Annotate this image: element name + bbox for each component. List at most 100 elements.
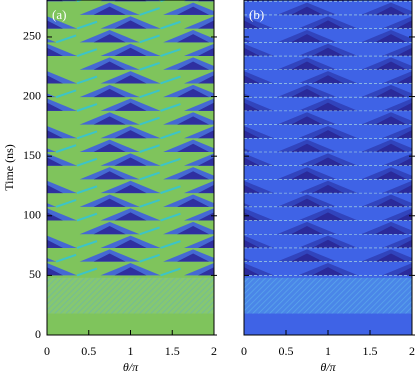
pattern-edge bbox=[76, 130, 98, 140]
pattern-edge bbox=[55, 253, 77, 263]
x-tick-label: 1.5 bbox=[363, 344, 378, 358]
heatmap-band bbox=[47, 277, 214, 314]
pattern-shape bbox=[177, 34, 210, 43]
y-tick-label: 150 bbox=[23, 148, 41, 162]
pattern-shape bbox=[198, 267, 214, 276]
pattern-shape bbox=[10, 199, 42, 207]
pattern-edge bbox=[160, 240, 181, 249]
pattern-shape bbox=[93, 34, 126, 43]
pattern-shape bbox=[244, 239, 260, 248]
pattern-shape bbox=[244, 184, 260, 194]
y-tick-label: 200 bbox=[23, 88, 41, 102]
pattern-shape bbox=[375, 116, 407, 125]
pattern-edge bbox=[223, 35, 243, 42]
pattern-shape bbox=[198, 47, 214, 57]
pattern-shape bbox=[198, 239, 214, 248]
y-tick-label: 0 bbox=[35, 327, 41, 341]
pattern-edge bbox=[223, 8, 243, 15]
pattern-edge bbox=[0, 214, 14, 221]
pattern-edge bbox=[139, 34, 160, 44]
pattern-shape bbox=[312, 184, 344, 194]
pattern-edge bbox=[76, 240, 98, 249]
y-tick-label: 50 bbox=[29, 267, 41, 281]
pattern-shape bbox=[198, 130, 214, 139]
pattern-shape bbox=[396, 130, 412, 139]
pattern-edge bbox=[139, 89, 160, 99]
pattern-shape bbox=[291, 226, 323, 235]
pattern-shape bbox=[312, 47, 344, 57]
pattern-shape bbox=[312, 75, 344, 84]
pattern-edge bbox=[76, 75, 98, 85]
pattern-shape bbox=[114, 130, 147, 139]
pattern-edge bbox=[76, 48, 98, 57]
pattern-shape bbox=[177, 171, 210, 180]
pattern-shape bbox=[244, 148, 253, 153]
pattern-shape bbox=[47, 257, 57, 262]
pattern-edge bbox=[139, 253, 160, 263]
pattern-shape bbox=[291, 198, 323, 207]
heatmap bbox=[244, 0, 412, 335]
pattern-edge bbox=[160, 267, 181, 277]
pattern-shape bbox=[244, 203, 253, 207]
pattern-edge bbox=[0, 0, 14, 1]
pattern-shape bbox=[47, 184, 63, 194]
pattern-shape bbox=[114, 157, 147, 166]
pattern-shape bbox=[312, 102, 344, 111]
pattern-edge bbox=[0, 49, 14, 56]
pattern-edge bbox=[76, 212, 98, 222]
pattern-edge bbox=[160, 212, 181, 222]
pattern-shape bbox=[396, 20, 412, 29]
pattern-edge bbox=[139, 7, 160, 16]
pattern-edge bbox=[139, 61, 160, 71]
pattern-shape bbox=[47, 20, 63, 29]
pattern-shape bbox=[93, 116, 126, 125]
pattern-shape bbox=[93, 61, 126, 70]
pattern-shape bbox=[114, 47, 147, 57]
pattern-shape bbox=[291, 253, 323, 262]
pattern-edge bbox=[139, 116, 160, 126]
pattern-shape bbox=[375, 226, 407, 235]
pattern-shape bbox=[47, 212, 63, 221]
pattern-edge bbox=[76, 185, 98, 195]
x-tick-label: 0 bbox=[44, 344, 50, 358]
pattern-shape bbox=[291, 6, 323, 15]
pattern-shape bbox=[375, 253, 407, 262]
pattern-shape bbox=[291, 143, 323, 153]
pattern-shape bbox=[396, 102, 412, 111]
pattern-shape bbox=[93, 253, 126, 262]
pattern-edge bbox=[55, 34, 77, 44]
pattern-shape bbox=[375, 88, 407, 98]
pattern-edge bbox=[0, 104, 14, 111]
pattern-shape bbox=[312, 239, 344, 248]
y-tick-label: 100 bbox=[23, 208, 41, 222]
pattern-shape bbox=[396, 184, 412, 194]
pattern-shape bbox=[114, 267, 147, 276]
pattern-shape bbox=[244, 47, 260, 57]
pattern-shape bbox=[177, 198, 210, 207]
pattern-shape bbox=[244, 102, 260, 111]
pattern-edge bbox=[223, 118, 243, 125]
pattern-shape bbox=[177, 88, 210, 98]
pattern-shape bbox=[47, 102, 63, 111]
pattern-shape bbox=[375, 34, 407, 43]
pattern-shape bbox=[47, 38, 57, 43]
pattern-edge bbox=[223, 227, 243, 234]
pattern-shape bbox=[291, 34, 323, 43]
pattern-edge bbox=[76, 157, 98, 167]
pattern-shape bbox=[244, 20, 260, 29]
pattern-shape bbox=[114, 20, 147, 29]
pattern-shape bbox=[396, 212, 412, 221]
pattern-shape bbox=[198, 157, 214, 166]
pattern-edge bbox=[160, 185, 181, 195]
pattern-shape bbox=[244, 267, 260, 276]
pattern-edge bbox=[160, 20, 181, 30]
pattern-shape bbox=[47, 203, 57, 207]
pattern-shape bbox=[375, 6, 407, 15]
pattern-shape bbox=[312, 130, 344, 139]
pattern-shape bbox=[375, 143, 407, 153]
x-tick-label: 0.5 bbox=[279, 344, 294, 358]
pattern-edge bbox=[55, 199, 77, 208]
heatmap bbox=[0, 0, 243, 335]
pattern-shape bbox=[114, 212, 147, 221]
